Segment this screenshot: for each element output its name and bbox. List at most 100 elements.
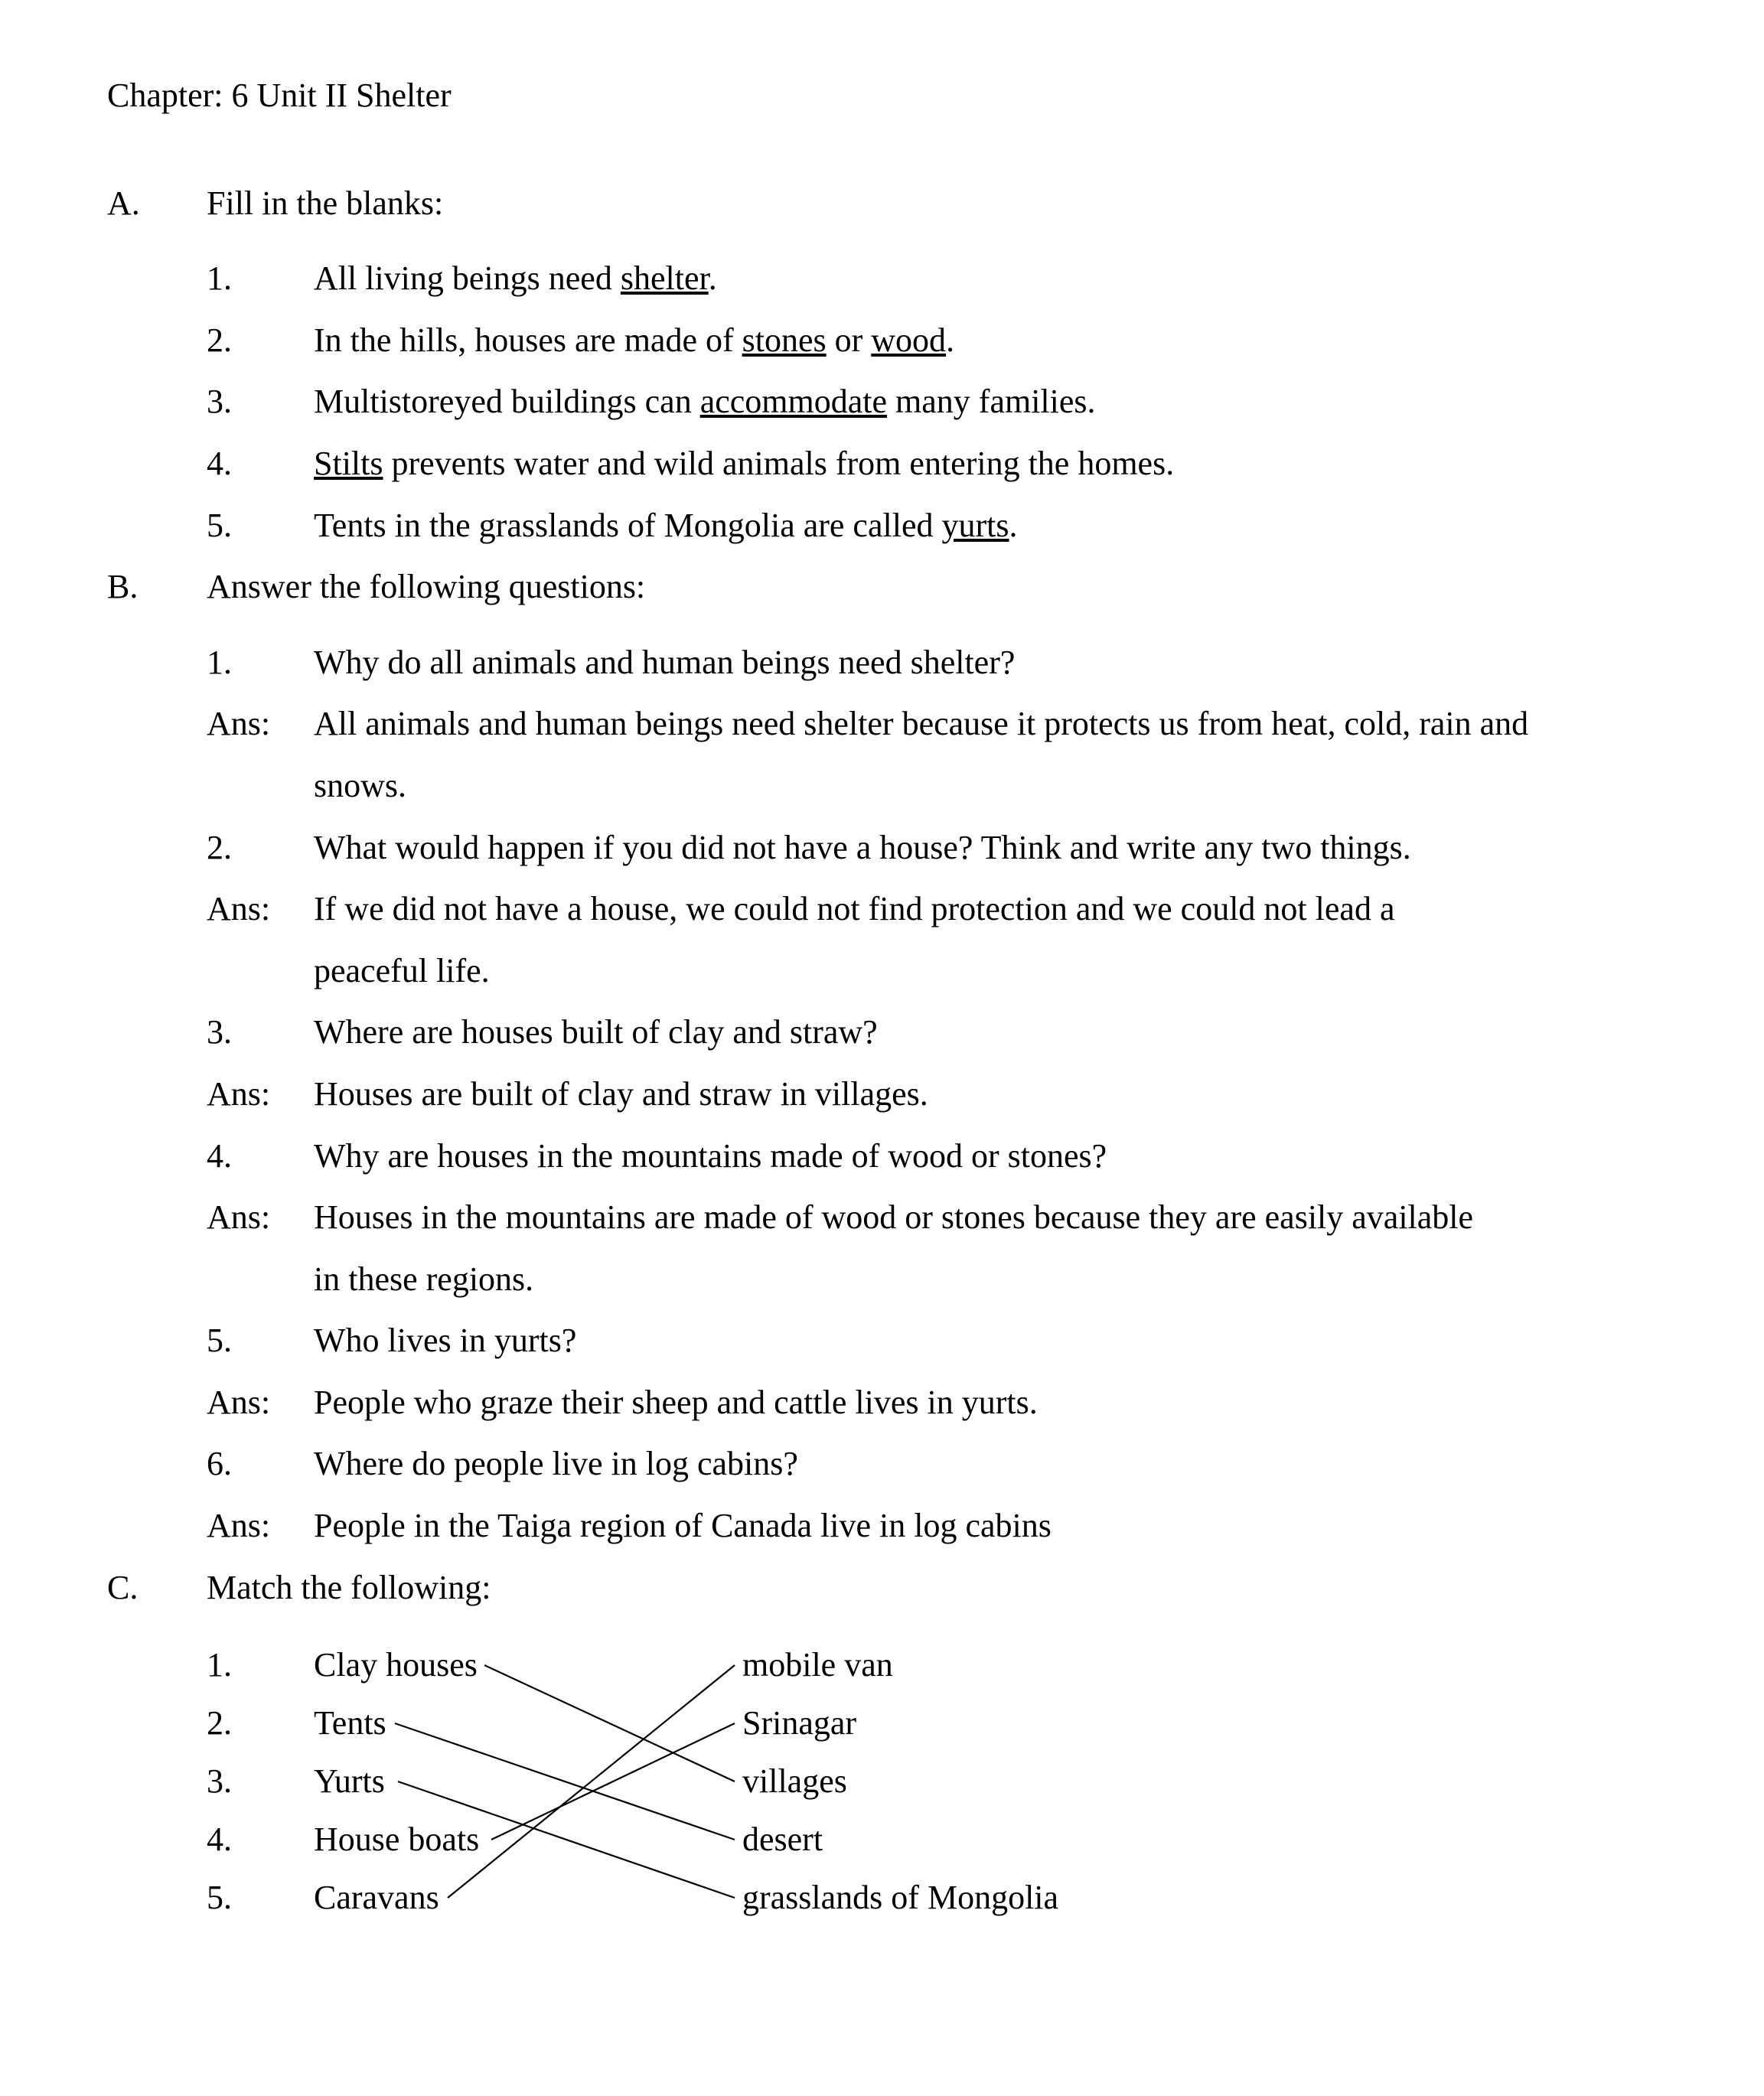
question-number: 1. [207,644,314,683]
section-heading: Answer the following questions: [207,568,1672,607]
match-number: 2. [207,1704,314,1743]
blank-answer: accommodate [700,383,887,420]
question-number: 3. [207,1013,314,1052]
answer-text-cont: peaceful life. [107,952,1672,991]
match-left: Clay houses [314,1646,742,1685]
match-area: 1. Clay houses mobile van 2. Tents Srina… [107,1636,1672,1927]
text: or [827,321,872,359]
match-row: 3. Yurts villages [207,1752,1672,1811]
fill-blank-item: 1. All living beings need shelter. [107,259,1672,298]
text: prevents water and wild animals from ent… [383,445,1175,482]
question-row: 6. Where do people live in log cabins? [107,1445,1672,1484]
text: All living beings need [314,259,621,297]
answer-row: Ans: Houses are built of clay and straw … [107,1075,1672,1114]
answer-label: Ans: [207,705,314,744]
match-number: 4. [207,1821,314,1860]
match-left: Tents [314,1704,742,1743]
worksheet-page: Chapter: 6 Unit II Shelter A. Fill in th… [0,0,1764,2096]
section-heading: Match the following: [207,1569,1672,1608]
match-right: villages [742,1762,1672,1801]
fill-blank-item: 4. Stilts prevents water and wild animal… [107,445,1672,484]
answer-text: All animals and human beings need shelte… [314,705,1672,744]
item-number: 5. [207,507,314,546]
match-left: House boats [314,1821,742,1860]
item-number: 2. [207,321,314,360]
question-number: 4. [207,1137,314,1176]
item-text: Stilts prevents water and wild animals f… [314,445,1672,484]
question-row: 3. Where are houses built of clay and st… [107,1013,1672,1052]
match-row: 2. Tents Srinagar [207,1694,1672,1752]
item-text: All living beings need shelter. [314,259,1672,298]
question-row: 2. What would happen if you did not have… [107,829,1672,868]
match-right: mobile van [742,1646,1672,1685]
match-number: 3. [207,1762,314,1801]
answer-label: Ans: [207,1198,314,1237]
blank-answer: stones [742,321,827,359]
question-number: 6. [207,1445,314,1484]
match-right: desert [742,1821,1672,1860]
question-row: 4. Why are houses in the mountains made … [107,1137,1672,1176]
text: many families. [887,383,1096,420]
text: . [1009,507,1017,544]
item-text: In the hills, houses are made of stones … [314,321,1672,360]
section-letter: C. [107,1569,207,1608]
section-body: Fill in the blanks: [207,184,1672,237]
answer-row: Ans: People in the Taiga region of Canad… [107,1507,1672,1546]
question-text: What would happen if you did not have a … [314,829,1672,868]
section-b: B. Answer the following questions: [107,568,1672,621]
answer-label: Ans: [207,1384,314,1423]
question-number: 2. [207,829,314,868]
text: Tents in the grasslands of Mongolia are … [314,507,941,544]
answer-text-cont: snows. [107,767,1672,806]
text: . [946,321,954,359]
answer-text: People who graze their sheep and cattle … [314,1384,1672,1423]
text: Multistoreyed buildings can [314,383,700,420]
section-heading: Fill in the blanks: [207,184,1672,223]
chapter-title: Chapter: 6 Unit II Shelter [107,77,1672,116]
match-left: Yurts [314,1762,742,1801]
section-body: Answer the following questions: [207,568,1672,621]
item-number: 1. [207,259,314,298]
item-text: Tents in the grasslands of Mongolia are … [314,507,1672,546]
answer-row: Ans: All animals and human beings need s… [107,705,1672,744]
question-text: Why are houses in the mountains made of … [314,1137,1672,1176]
match-right: grasslands of Mongolia [742,1879,1672,1918]
answer-text: Houses in the mountains are made of wood… [314,1198,1672,1237]
question-number: 5. [207,1322,314,1361]
section-a: A. Fill in the blanks: [107,184,1672,237]
question-text: Who lives in yurts? [314,1322,1672,1361]
answer-row: Ans: Houses in the mountains are made of… [107,1198,1672,1237]
blank-answer: shelter [621,259,709,297]
answer-label: Ans: [207,890,314,929]
answer-label: Ans: [207,1507,314,1546]
match-left: Caravans [314,1879,742,1918]
item-number: 3. [207,383,314,422]
fill-blank-item: 3. Multistoreyed buildings can accommoda… [107,383,1672,422]
match-row: 5. Caravans grasslands of Mongolia [207,1869,1672,1927]
section-c: C. Match the following: [107,1569,1672,1622]
answer-text-cont: in these regions. [107,1260,1672,1299]
answer-text: Houses are built of clay and straw in vi… [314,1075,1672,1114]
question-text: Why do all animals and human beings need… [314,644,1672,683]
section-letter: B. [107,568,207,607]
fill-blank-item: 5. Tents in the grasslands of Mongolia a… [107,507,1672,546]
text: In the hills, houses are made of [314,321,742,359]
match-row: 1. Clay houses mobile van [207,1636,1672,1694]
item-number: 4. [207,445,314,484]
fill-blank-item: 2. In the hills, houses are made of ston… [107,321,1672,360]
question-text: Where do people live in log cabins? [314,1445,1672,1484]
question-text: Where are houses built of clay and straw… [314,1013,1672,1052]
answer-text: If we did not have a house, we could not… [314,890,1672,929]
text: . [709,259,717,297]
answer-row: Ans: People who graze their sheep and ca… [107,1384,1672,1423]
answer-text: People in the Taiga region of Canada liv… [314,1507,1672,1546]
section-body: Match the following: [207,1569,1672,1622]
match-number: 1. [207,1646,314,1685]
blank-answer: wood [871,321,946,359]
match-row: 4. House boats desert [207,1811,1672,1869]
match-right: Srinagar [742,1704,1672,1743]
answer-label: Ans: [207,1075,314,1114]
match-number: 5. [207,1879,314,1918]
question-row: 1. Why do all animals and human beings n… [107,644,1672,683]
section-letter: A. [107,184,207,223]
